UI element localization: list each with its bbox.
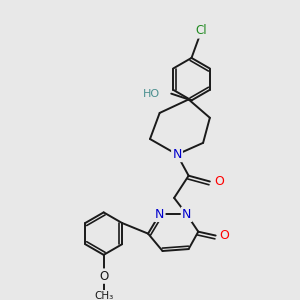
Text: N: N <box>172 148 182 161</box>
Text: N: N <box>182 208 191 221</box>
Text: HO: HO <box>142 88 160 99</box>
Text: N: N <box>155 208 164 221</box>
Text: O: O <box>99 270 108 283</box>
Text: O: O <box>214 175 224 188</box>
Text: CH₃: CH₃ <box>94 291 113 300</box>
Text: Cl: Cl <box>195 24 207 38</box>
Text: O: O <box>219 229 229 242</box>
